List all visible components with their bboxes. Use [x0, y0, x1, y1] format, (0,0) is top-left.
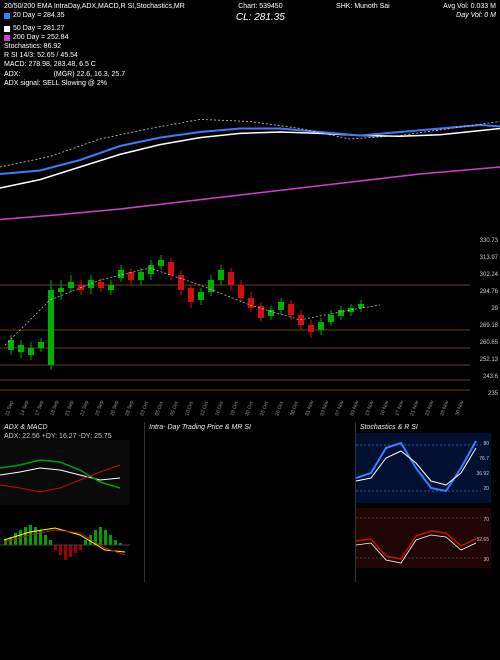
- chart-code: Chart: 539450: [238, 2, 282, 11]
- svg-text:36.92: 36.92: [476, 471, 489, 477]
- close-price: CL: 281.35: [236, 11, 285, 24]
- adx-macd-panel: ADX & MACD ADX: 22.56 +DY: 16.27 -DY: 25…: [0, 422, 144, 582]
- svg-text:302.24: 302.24: [480, 272, 499, 278]
- adx-signal: ADX signal: SELL Slowing @ 2%: [4, 79, 496, 88]
- svg-text:29: 29: [491, 306, 498, 312]
- bottom-indicator-row: ADX & MACD ADX: 22.56 +DY: 16.27 -DY: 25…: [0, 422, 500, 582]
- svg-text:52.65: 52.65: [476, 537, 489, 543]
- day-vol: Day Vol: 0 M: [456, 11, 496, 24]
- intraday-panel: Intra- Day Trading Price & MR SI: [144, 422, 356, 582]
- main-ma-chart: [0, 90, 500, 230]
- intra-title: Intra- Day Trading Price & MR SI: [145, 422, 355, 433]
- svg-text:243.6: 243.6: [483, 374, 499, 380]
- svg-text:269.18: 269.18: [480, 323, 499, 329]
- rsi-label: R SI 14/3: 52.65 / 45.54: [4, 51, 496, 60]
- svg-text:252.13: 252.13: [480, 357, 499, 363]
- svg-text:294.76: 294.76: [480, 289, 499, 295]
- svg-text:20: 20: [483, 486, 489, 492]
- svg-text:76.7: 76.7: [479, 456, 489, 462]
- adx-mgr: (MGR) 22.6, 16.3, 25.7: [54, 70, 126, 79]
- adx-label: ADX:: [4, 70, 20, 79]
- svg-text:260.65: 260.65: [480, 340, 499, 346]
- ma200-swatch: [4, 35, 10, 41]
- svg-text:70: 70: [483, 517, 489, 523]
- candlestick-chart: 330.73 313.97 302.24 294.76 29 269.18 260.65 25…: [0, 230, 500, 420]
- ma50-label: 50 Day = 281.27: [13, 24, 65, 33]
- svg-text:80: 80: [483, 441, 489, 447]
- adx-values: ADX: 22.56 +DY: 16.27 -DY: 25.75: [0, 433, 144, 440]
- svg-text:235: 235: [488, 391, 499, 397]
- stoch-title: Stochastics & R SI: [356, 422, 500, 433]
- svg-text:30: 30: [483, 557, 489, 563]
- ma20-swatch: [4, 13, 10, 19]
- stoch-rsi-panel: Stochastics & R SI 80 76.7 36.92 20 70 52.65 3…: [356, 422, 500, 582]
- stoch-label: Stochastics: 86.92: [4, 42, 496, 51]
- ma200-label: 200 Day = 252.84: [13, 33, 68, 42]
- macd-label: MACD: 278.98, 283.48, 6.5 C: [4, 60, 496, 69]
- symbol-name: SHK: Munoth Sai: [336, 2, 390, 11]
- ma50-swatch: [4, 26, 10, 32]
- ma20-label: 20 Day = 284.35: [13, 11, 65, 20]
- svg-text:330.73: 330.73: [480, 238, 499, 244]
- svg-text:313.97: 313.97: [480, 255, 499, 261]
- indicator-list: 20/50/200 EMA IntraDay,ADX,MACD,R SI,Sto…: [4, 2, 185, 11]
- chart-header: 20/50/200 EMA IntraDay,ADX,MACD,R SI,Sto…: [0, 0, 500, 90]
- adx-title: ADX & MACD: [0, 422, 144, 433]
- avg-vol: Avg Vol: 0.033 M: [443, 2, 496, 11]
